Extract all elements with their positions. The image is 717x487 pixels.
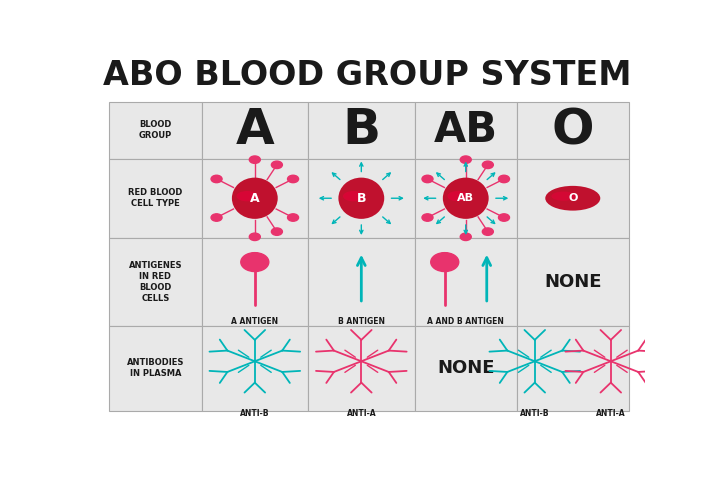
Text: AB: AB <box>457 193 474 203</box>
Text: B: B <box>342 106 381 154</box>
Text: ANTI-B: ANTI-B <box>240 410 270 418</box>
Circle shape <box>483 161 493 169</box>
Circle shape <box>211 214 222 221</box>
Bar <box>517 159 629 238</box>
Circle shape <box>241 253 269 272</box>
Bar <box>109 326 201 411</box>
Text: ABO BLOOD GROUP SYSTEM: ABO BLOOD GROUP SYSTEM <box>103 59 632 92</box>
Text: RED BLOOD
CELL TYPE: RED BLOOD CELL TYPE <box>128 188 183 208</box>
Bar <box>414 238 517 326</box>
Ellipse shape <box>338 178 384 219</box>
Text: O: O <box>551 106 594 154</box>
Ellipse shape <box>237 191 258 201</box>
Text: ANTI-B: ANTI-B <box>520 410 549 418</box>
Circle shape <box>460 233 471 241</box>
Bar <box>517 102 629 159</box>
Text: B ANTIGEN: B ANTIGEN <box>338 317 385 326</box>
Bar <box>201 238 308 326</box>
Text: A ANTIGEN: A ANTIGEN <box>232 317 278 326</box>
Bar <box>308 102 414 159</box>
Bar <box>414 102 517 159</box>
Text: ANTIBODIES
IN PLASMA: ANTIBODIES IN PLASMA <box>127 358 184 378</box>
Circle shape <box>498 175 510 183</box>
Circle shape <box>431 253 459 272</box>
Text: A: A <box>250 192 260 205</box>
Text: NONE: NONE <box>437 359 495 377</box>
Text: ANTIGENES
IN RED
BLOOD
CELLS: ANTIGENES IN RED BLOOD CELLS <box>128 261 182 303</box>
Circle shape <box>211 175 222 183</box>
Ellipse shape <box>343 191 364 201</box>
Ellipse shape <box>447 191 469 201</box>
Bar <box>109 102 201 159</box>
Circle shape <box>498 214 510 221</box>
Circle shape <box>250 233 260 241</box>
Bar <box>109 238 201 326</box>
Text: B: B <box>356 192 366 205</box>
Text: A: A <box>235 106 274 154</box>
Text: ANTI-A: ANTI-A <box>346 410 376 418</box>
Text: A AND B ANTIGEN: A AND B ANTIGEN <box>427 317 504 326</box>
Ellipse shape <box>545 186 600 210</box>
Text: BLOOD
GROUP: BLOOD GROUP <box>138 120 172 140</box>
Text: O: O <box>568 193 577 203</box>
Bar <box>308 238 414 326</box>
Circle shape <box>272 228 282 235</box>
Circle shape <box>483 228 493 235</box>
Ellipse shape <box>232 178 277 219</box>
Bar <box>109 159 201 238</box>
Ellipse shape <box>443 178 489 219</box>
Ellipse shape <box>551 191 576 201</box>
Bar <box>201 102 308 159</box>
Circle shape <box>422 214 433 221</box>
Bar <box>414 159 517 238</box>
Circle shape <box>460 156 471 163</box>
Bar <box>308 159 414 238</box>
Circle shape <box>272 161 282 169</box>
Circle shape <box>250 156 260 163</box>
Circle shape <box>288 175 298 183</box>
Bar <box>517 326 629 411</box>
Bar <box>201 159 308 238</box>
Text: AB: AB <box>434 109 498 151</box>
Circle shape <box>422 175 433 183</box>
Bar <box>308 326 414 411</box>
Text: NONE: NONE <box>544 273 602 291</box>
Text: ANTI-A: ANTI-A <box>596 410 626 418</box>
Circle shape <box>288 214 298 221</box>
Bar <box>414 326 517 411</box>
Bar <box>201 326 308 411</box>
Bar <box>517 238 629 326</box>
